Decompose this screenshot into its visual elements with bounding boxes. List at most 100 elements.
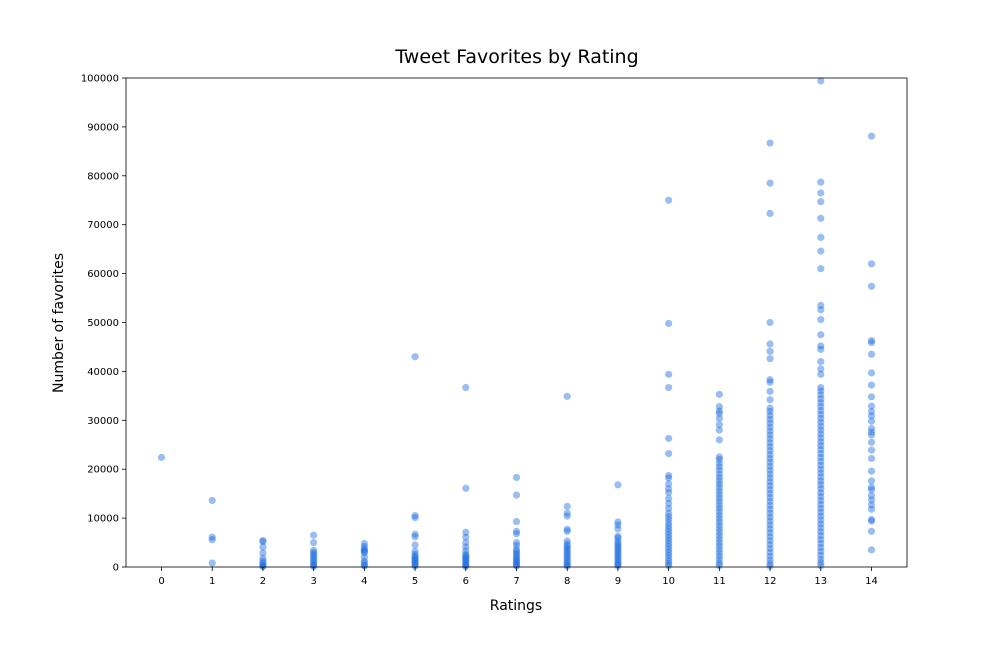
data-point [259, 554, 267, 562]
data-point [766, 139, 774, 147]
data-point [665, 539, 673, 548]
data-point [462, 555, 470, 563]
data-point [766, 407, 774, 416]
data-point [259, 562, 267, 570]
data-point [665, 542, 673, 551]
data-point [614, 551, 622, 559]
data-point [665, 370, 673, 378]
data-point [715, 421, 723, 429]
y-axis: 0 10000 20000 30000 40000 50000 60000 70000 8000… [81, 74, 126, 574]
data-point [867, 505, 876, 513]
data-point [817, 449, 825, 458]
data-point [208, 536, 216, 544]
data-point [766, 411, 774, 420]
data-point [563, 542, 571, 550]
data-point [512, 545, 521, 554]
data-point [867, 431, 876, 439]
data-point [766, 378, 774, 386]
data-point [665, 449, 673, 458]
data-point [512, 517, 521, 526]
data-point [563, 512, 571, 520]
x-tick-label: 14 [865, 576, 878, 587]
data-point [867, 428, 876, 436]
data-point [563, 559, 571, 568]
data-point [411, 550, 419, 558]
data-point [715, 453, 723, 461]
data-point [411, 552, 419, 560]
data-point [867, 446, 876, 454]
data-point [817, 198, 825, 206]
data-point [817, 331, 825, 339]
data-point [766, 482, 774, 490]
data-point [715, 508, 723, 516]
data-point [817, 492, 825, 501]
data-point [715, 484, 723, 492]
data-point [512, 527, 521, 535]
data-point [817, 233, 825, 242]
data-point [512, 547, 521, 555]
y-tick-label: 20000 [87, 465, 119, 476]
x-tick-label: 10 [662, 576, 675, 587]
data-point [766, 431, 774, 439]
data-point [462, 552, 470, 560]
data-point [766, 536, 774, 545]
data-point [817, 496, 825, 505]
data-point [715, 409, 723, 418]
data-point [766, 552, 774, 560]
data-point [512, 559, 521, 568]
data-point [817, 383, 825, 392]
data-point [360, 557, 368, 565]
data-point [512, 562, 521, 570]
data-point [817, 500, 825, 509]
data-point [259, 562, 267, 571]
data-point [665, 504, 673, 512]
data-point [817, 551, 825, 559]
data-point [411, 533, 419, 541]
data-point [715, 477, 723, 485]
data-point [462, 558, 470, 566]
data-point [411, 353, 419, 361]
data-point [766, 458, 774, 466]
data-point [715, 459, 723, 467]
data-point [512, 549, 521, 557]
data-point [614, 539, 622, 548]
data-point [766, 559, 774, 568]
data-point [817, 178, 825, 186]
data-point [259, 536, 267, 545]
data-point [867, 393, 876, 401]
data-point [462, 556, 470, 564]
y-tick-label: 30000 [87, 416, 119, 427]
data-point [310, 548, 318, 556]
data-point [614, 537, 622, 545]
data-point [715, 532, 723, 540]
data-point [867, 527, 876, 535]
data-point [259, 537, 267, 546]
data-point [817, 418, 825, 426]
data-point [310, 554, 318, 562]
data-point [411, 558, 419, 566]
data-point [715, 403, 723, 411]
data-point [360, 559, 368, 567]
data-point [360, 549, 368, 557]
data-point [665, 525, 673, 533]
data-point [462, 538, 470, 547]
data-point [817, 504, 825, 512]
data-point [614, 532, 622, 540]
data-point [817, 453, 825, 462]
data-point [563, 550, 571, 558]
data-point [817, 473, 825, 481]
data-point [817, 524, 825, 532]
data-point [766, 415, 774, 423]
data-point [766, 490, 774, 498]
data-point [817, 426, 825, 434]
data-point [665, 528, 673, 536]
data-point [817, 559, 825, 567]
data-point [563, 527, 571, 535]
data-point [411, 554, 419, 562]
data-point [867, 454, 876, 463]
data-point [715, 525, 723, 533]
data-point [614, 557, 622, 565]
data-point [512, 530, 521, 538]
data-point [563, 562, 571, 570]
x-tick-label: 5 [412, 576, 418, 587]
